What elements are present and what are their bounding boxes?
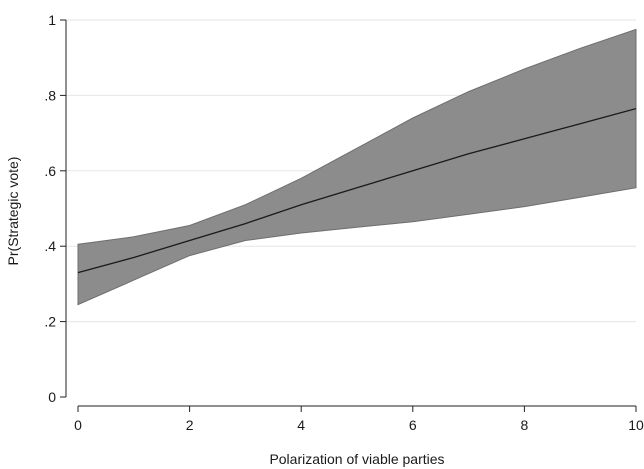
y-tick-label: 1 <box>48 12 56 28</box>
x-tick-label: 10 <box>628 417 644 433</box>
y-tick-label: .6 <box>44 163 56 179</box>
y-tick-label: .8 <box>44 87 56 103</box>
x-tick-label: 8 <box>521 417 529 433</box>
confidence-band-layer <box>77 28 637 306</box>
x-tick-label: 2 <box>186 417 194 433</box>
y-tick-label: .2 <box>44 314 56 330</box>
y-tick-label: 0 <box>48 389 56 405</box>
estimate-line-layer <box>77 107 637 274</box>
x-tick-label: 6 <box>409 417 417 433</box>
axes: 0.2.4.6.810 2 4 6 8 10 <box>44 12 644 433</box>
y-axis-label: Pr(Strategic vote) <box>5 157 21 266</box>
x-tick-label: 0 <box>74 417 82 433</box>
confidence-band <box>77 28 637 306</box>
x-tick-label: 4 <box>297 417 305 433</box>
y-tick-label: .4 <box>44 238 56 254</box>
x-axis-label: Polarization of viable parties <box>269 451 444 467</box>
estimate-line <box>77 107 637 274</box>
